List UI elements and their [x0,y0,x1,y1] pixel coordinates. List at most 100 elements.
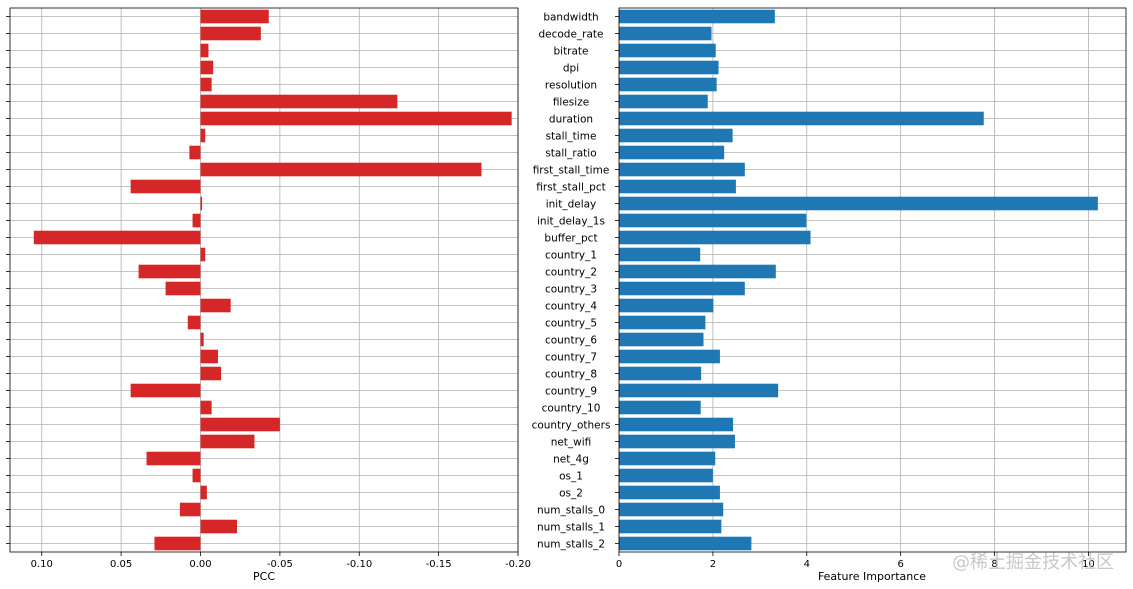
bar-imp-stall-ratio [619,145,725,160]
bar-imp-duration [619,111,984,126]
x-tick-label: 0 [616,559,622,570]
bar-pcc-stall-ratio [189,145,201,160]
x-tick-label: 0.00 [189,559,211,570]
category-label-country-2: country_2 [545,267,597,279]
bar-pcc-country-9 [130,383,201,398]
x-tick-label: 0.10 [31,559,53,570]
x-tick-label: 8 [991,559,997,570]
bar-pcc-init-delay-1s [192,213,201,228]
bar-pcc-init-delay [200,196,203,211]
bar-imp-first-stall-pct [619,179,736,194]
bar-pcc-buffer-pct [33,230,201,245]
bar-pcc-resolution [200,77,212,92]
bar-imp-num-stalls-2 [619,536,752,551]
category-label-country-9: country_9 [545,386,597,398]
bar-imp-country-10 [619,400,701,415]
category-label-init-delay: init_delay [546,199,597,211]
bar-imp-country-1 [619,247,701,262]
importance-x-axis-label: Feature Importance [818,570,926,583]
bar-imp-stall-time [619,128,733,143]
axes-frame [618,7,1127,553]
bar-pcc-net-wifi [200,434,255,449]
bar-pcc-os-2 [200,485,207,500]
bar-pcc-first-stall-time [200,162,482,177]
category-label-duration: duration [549,114,593,126]
bar-pcc-filesize [200,94,398,109]
category-label-decode-rate: decode_rate [538,29,603,41]
category-label-buffer-pct: buffer_pct [544,233,597,245]
bar-imp-net-4g [619,451,716,466]
category-label-country-3: country_3 [545,284,597,296]
category-label-country-7: country_7 [545,352,597,364]
bar-pcc-country-6 [200,332,204,347]
x-tick-label: 4 [804,559,810,570]
bar-pcc-country-others [200,417,280,432]
bar-imp-country-7 [619,349,720,364]
category-label-bandwidth: bandwidth [543,12,598,24]
pcc-x-axis-label: PCC [253,570,275,583]
category-label-country-5: country_5 [545,318,597,330]
bar-imp-resolution [619,77,717,92]
category-label-num-stalls-1: num_stalls_1 [537,522,605,534]
bar-imp-filesize [619,94,708,109]
bar-imp-os-2 [619,485,720,500]
bar-pcc-os-1 [192,468,201,483]
category-label-net-wifi: net_wifi [551,437,592,449]
category-label-first-stall-pct: first_stall_pct [536,182,605,194]
bar-pcc-country-7 [200,349,218,364]
x-tick-label: 2 [710,559,716,570]
bar-pcc-country-4 [200,298,231,313]
category-label-country-4: country_4 [545,301,597,313]
bar-pcc-country-8 [200,366,222,381]
bar-pcc-first-stall-pct [130,179,201,194]
x-tick-label: -0.10 [346,559,372,570]
bar-imp-os-1 [619,468,713,483]
x-tick-label: 6 [897,559,903,570]
bar-imp-num-stalls-0 [619,502,724,517]
category-label-num-stalls-0: num_stalls_0 [537,505,605,517]
bar-pcc-country-5 [187,315,201,330]
x-tick-label: -0.05 [267,559,293,570]
bar-imp-dpi [619,60,719,75]
category-label-stall-time: stall_time [546,131,597,143]
bar-imp-decode-rate [619,26,712,41]
bar-pcc-num-stalls-1 [200,519,238,534]
bar-imp-bitrate [619,43,716,58]
bar-imp-country-6 [619,332,704,347]
x-tick-label: 10 [1082,559,1095,570]
category-label-country-8: country_8 [545,369,597,381]
bar-pcc-dpi [200,60,214,75]
category-label-country-6: country_6 [545,335,597,347]
bar-imp-num-stalls-1 [619,519,722,534]
bar-pcc-num-stalls-0 [179,502,201,517]
category-label-country-others: country_others [532,420,611,432]
bar-imp-init-delay-1s [619,213,807,228]
bar-imp-init-delay [619,196,1098,211]
category-label-stall-ratio: stall_ratio [545,148,596,160]
pcc-chart: 0.10 0.05 0.00 -0.05 -0.10 -0.15 -0.20 [6,7,531,570]
x-tick-label: 0.05 [110,559,132,570]
category-label-resolution: resolution [545,80,597,92]
bar-pcc-duration [200,111,512,126]
category-label-country-10: country_10 [542,403,601,415]
bar-imp-buffer-pct [619,230,811,245]
axes-frame [9,7,519,553]
bar-imp-country-others [619,417,734,432]
x-tick-label: -0.20 [505,559,531,570]
bar-pcc-country-3 [165,281,201,296]
bar-imp-bandwidth [619,9,775,24]
category-label-os-1: os_1 [559,471,583,483]
bar-imp-country-8 [619,366,702,381]
bar-pcc-country-10 [200,400,212,415]
category-label-init-delay-1s: init_delay_1s [537,216,605,228]
category-label-dpi: dpi [563,63,579,75]
bar-pcc-bitrate [200,43,209,58]
bar-imp-country-9 [619,383,779,398]
bar-imp-country-3 [619,281,745,296]
bar-imp-first-stall-time [619,162,745,177]
x-tick-label: -0.15 [426,559,452,570]
category-label-num-stalls-2: num_stalls_2 [537,539,605,551]
category-label-first-stall-time: first_stall_time [533,165,610,177]
bar-imp-country-4 [619,298,714,313]
